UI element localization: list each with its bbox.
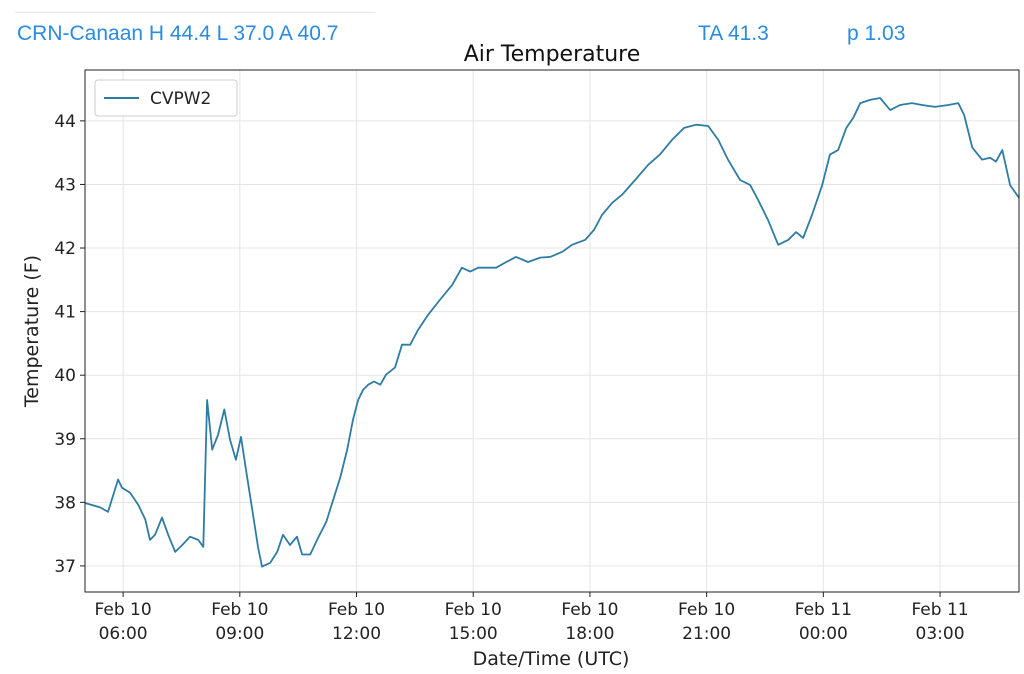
y-tick-label: 37 xyxy=(54,557,76,577)
x-tick-label-date: Feb 10 xyxy=(445,600,502,620)
ta-value: TA 41.3 xyxy=(698,22,769,45)
x-tick-label-date: Feb 10 xyxy=(211,600,268,620)
y-tick-label: 38 xyxy=(54,493,76,513)
y-axis-label: Temperature (F) xyxy=(21,255,43,408)
x-axis-label: Date/Time (UTC) xyxy=(473,648,630,670)
x-tick-label-time: 03:00 xyxy=(916,624,965,644)
x-tick-label-date: Feb 10 xyxy=(561,600,618,620)
station-summary: CRN-Canaan H 44.4 L 37.0 A 40.7 xyxy=(17,22,339,45)
x-tick-label-date: Feb 10 xyxy=(95,600,152,620)
x-tick-label-time: 12:00 xyxy=(332,624,381,644)
y-tick-label: 39 xyxy=(54,430,76,450)
y-tick-label: 41 xyxy=(54,303,76,323)
x-tick-label-time: 06:00 xyxy=(99,624,148,644)
legend-label: CVPW2 xyxy=(150,89,211,109)
y-tick-label: 43 xyxy=(54,175,76,195)
x-tick-label-time: 21:00 xyxy=(682,624,731,644)
x-tick-label-time: 18:00 xyxy=(565,624,614,644)
series-line-cvpw2 xyxy=(84,97,1020,568)
x-tick-label-date: Feb 11 xyxy=(795,600,852,620)
x-tick-label-time: 00:00 xyxy=(799,624,848,644)
p-value: p 1.03 xyxy=(847,22,906,45)
x-tick-label-time: 15:00 xyxy=(449,624,498,644)
legend-box xyxy=(94,79,238,117)
x-tick-label-date: Feb 10 xyxy=(328,600,385,620)
x-tick-label-date: Feb 10 xyxy=(678,600,735,620)
y-tick-label: 40 xyxy=(54,366,76,386)
x-tick-label-time: 09:00 xyxy=(215,624,264,644)
chart-title: Air Temperature xyxy=(464,42,641,67)
header-divider xyxy=(15,12,375,13)
y-tick-label: 42 xyxy=(54,239,76,259)
plot-frame xyxy=(84,69,1020,593)
legend: CVPW2 xyxy=(94,79,238,117)
y-tick-label: 44 xyxy=(54,112,76,132)
x-tick-label-date: Feb 11 xyxy=(911,600,968,620)
